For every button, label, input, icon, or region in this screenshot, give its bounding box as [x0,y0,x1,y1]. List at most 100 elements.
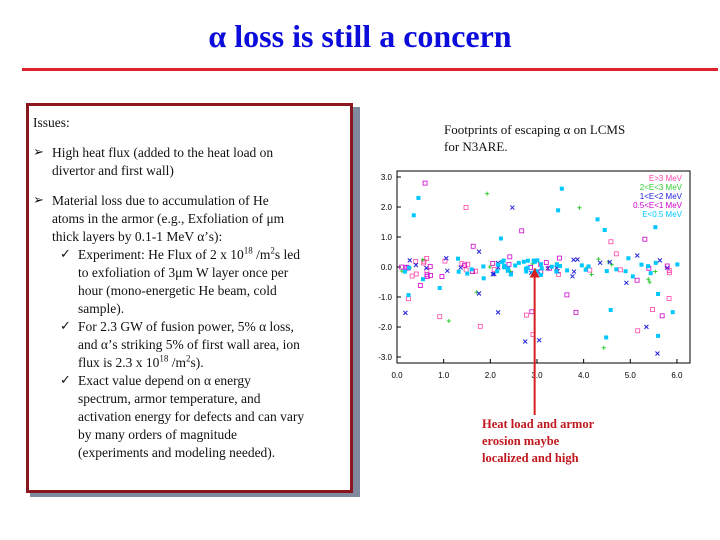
data-point [559,186,564,191]
data-point [614,267,619,272]
bullet-heat-flux-line1: High heat flux (added to the heat load o… [52,145,274,160]
data-point [607,259,613,265]
data-point [413,259,419,264]
data-point [422,180,428,186]
data-point [490,260,496,266]
data-point [557,255,562,261]
data-point [463,267,469,273]
fusion-power-line2: and α’s striking 5% of first wall area, … [78,337,300,352]
plot-svg: 0.0 1.0 2.0 3.0 4.0 5.0 6.0 3.0 2.0 1.0 0.0 -1.0 -2.… [378,170,691,415]
data-point [421,258,427,264]
x-tick-label: 2.0 [485,371,497,380]
data-point [455,256,460,261]
fusion-power-line1: For 2.3 GW of fusion power, 5% α loss, [78,319,294,334]
y-tick-label: -1.0 [378,293,392,302]
data-point [634,277,640,283]
data-point [667,270,672,276]
bullet-material-loss-line2: atoms in the armor (e.g., Exfoliation of… [52,211,285,226]
data-point [577,205,582,210]
data-point [469,267,474,272]
legend-entry: 0.5<E<1 MeV [633,201,683,210]
data-point [428,272,433,278]
data-point [411,213,416,218]
data-point [496,262,501,267]
data-point [623,269,628,274]
data-point [532,259,537,264]
callout-line2: erosion maybe [482,434,560,448]
data-point [604,335,609,340]
data-point [573,309,579,315]
checkmark-icon: ✓ [60,246,71,261]
data-point [647,280,652,285]
data-point [420,257,425,262]
data-point [506,266,511,271]
data-point [626,256,631,261]
experiment-line2: to exfoliation of 3μm W layer once per [78,265,289,280]
checkmark-icon: ✓ [60,318,71,333]
data-point [575,257,580,262]
data-point [465,261,471,267]
data-point [525,258,530,263]
bullet-heat-flux-line2: divertor and first wall) [52,163,174,178]
data-point [655,351,660,356]
data-point [613,251,619,257]
data-point [470,243,476,249]
data-point [538,262,543,267]
data-point [399,264,405,270]
legend-entry: E>3 MeV [649,174,683,183]
data-point [586,264,591,269]
data-point [565,268,570,273]
data-point [500,259,505,264]
data-point [543,260,549,265]
data-point [639,262,644,267]
figure-caption: Footprints of escaping α on LCMS for N3A… [444,121,684,155]
footprint-scatter-plot: 0.0 1.0 2.0 3.0 4.0 5.0 6.0 3.0 2.0 1.0 0.0 -1.0 -2.… [370,163,700,415]
data-point [549,264,554,269]
x-tick-label: 3.0 [531,371,543,380]
data-point [473,268,478,274]
slide-title: α loss is still a concern [0,18,720,55]
data-point [406,296,411,302]
data-point [597,260,603,266]
exact-value-line5: (experiments and modeling needed). [78,445,276,460]
data-point [402,269,407,274]
data-point [508,272,513,277]
data-point [653,260,658,265]
data-point [608,308,613,313]
data-point [443,255,449,261]
data-point [424,265,429,271]
data-point [476,249,482,254]
arrow-bullet-icon: ➢ [33,192,44,207]
data-point [403,310,408,316]
data-point [521,259,526,264]
data-point [446,318,451,323]
data-point [421,277,426,282]
data-point [650,306,655,312]
data-point [490,271,496,277]
data-point [571,257,576,263]
y-tick-label: 1.0 [381,233,393,242]
bullet-material-loss-line3: thick layers by 0.1-1 MeV α’s): [52,229,223,244]
data-point [444,268,450,274]
data-point [558,264,563,269]
data-point [406,293,411,298]
data-point [516,260,521,265]
data-point [535,258,540,263]
data-point [524,269,529,274]
data-point [424,255,430,261]
data-point [653,225,658,230]
callout-line3: localized and high [482,451,579,465]
data-point [634,253,640,258]
exact-value-line4: by many orders of magnitude [78,427,237,442]
data-point [507,254,513,260]
caption-line2: for N3ARE. [444,139,508,154]
data-point [587,267,593,273]
exact-value-line3: activation energy for defects and can va… [78,409,305,424]
data-point [609,262,614,267]
data-point [608,239,614,245]
data-point [642,236,648,242]
x-tick-label: 0.0 [391,371,403,380]
title-underline [22,68,718,71]
data-point [477,323,483,329]
data-point [617,267,623,273]
